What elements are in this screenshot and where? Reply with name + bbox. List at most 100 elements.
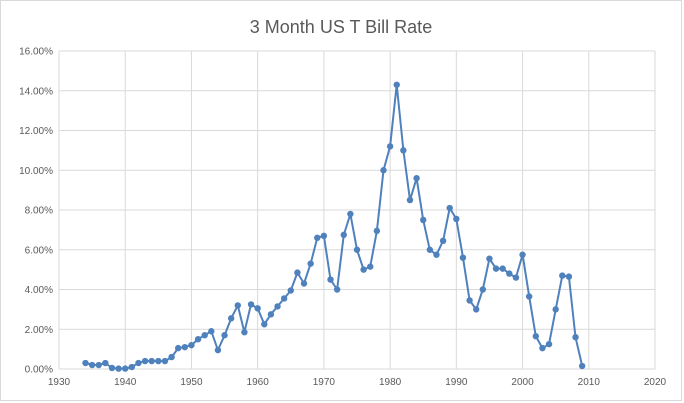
data-point — [420, 216, 427, 224]
grid-layer — [58, 50, 656, 370]
data-point — [578, 362, 586, 370]
data-point — [208, 328, 215, 335]
data-point — [102, 359, 109, 367]
data-point — [400, 147, 407, 154]
data-point — [539, 344, 546, 352]
data-point — [347, 210, 354, 218]
y-tick-label: 2.00% — [25, 325, 53, 336]
data-point — [413, 175, 420, 182]
data-point — [261, 321, 268, 328]
data-point — [552, 306, 559, 313]
data-point — [300, 280, 308, 287]
data-point — [532, 333, 539, 340]
data-point — [128, 363, 136, 371]
data-point — [340, 231, 347, 239]
y-tick-label: 0.00% — [25, 365, 53, 376]
data-point — [88, 361, 96, 369]
data-point — [439, 237, 447, 245]
data-point — [294, 269, 301, 276]
series-layer — [82, 81, 586, 372]
data-point — [433, 251, 440, 258]
data-point — [572, 334, 579, 341]
data-point — [214, 346, 222, 354]
y-tick-label: 4.00% — [25, 285, 53, 296]
x-tick-label: 1960 — [247, 377, 270, 388]
data-point — [519, 251, 526, 258]
data-point — [221, 332, 228, 339]
y-tick-label: 12.00% — [19, 126, 53, 137]
data-point — [155, 357, 162, 365]
data-point — [459, 254, 467, 261]
data-point — [327, 276, 334, 283]
data-point — [406, 196, 414, 204]
data-point — [506, 270, 513, 277]
data-point — [453, 215, 460, 223]
data-point — [314, 234, 321, 242]
y-tick-label: 14.00% — [19, 86, 53, 97]
x-tick-label: 1940 — [114, 377, 137, 388]
data-point — [386, 143, 394, 150]
data-point — [426, 246, 434, 253]
data-point — [320, 232, 328, 240]
data-point — [353, 246, 361, 253]
data-point — [227, 315, 235, 322]
data-point — [473, 306, 480, 313]
y-tick-label: 10.00% — [19, 166, 53, 177]
data-point — [115, 365, 122, 372]
data-point — [287, 287, 294, 294]
data-point — [492, 265, 500, 272]
x-tick-label: 1970 — [313, 377, 336, 388]
y-tick-label: 6.00% — [25, 245, 53, 256]
data-point — [512, 274, 520, 281]
x-tick-label: 1990 — [445, 377, 468, 388]
data-point — [95, 361, 102, 369]
data-point — [565, 273, 573, 280]
data-point — [122, 365, 129, 372]
x-tick-label: 1950 — [180, 377, 203, 388]
series-line — [85, 83, 584, 370]
data-point — [525, 293, 533, 300]
x-tick-label: 2000 — [511, 377, 534, 388]
data-point — [360, 266, 367, 273]
data-point — [188, 341, 195, 349]
data-point — [254, 305, 261, 312]
data-point — [545, 340, 553, 348]
data-point — [280, 295, 288, 302]
data-point — [380, 167, 387, 174]
data-point — [234, 302, 241, 309]
x-tick-label: 2010 — [578, 377, 601, 388]
data-point — [373, 227, 381, 235]
data-point — [82, 359, 89, 367]
data-point — [181, 343, 189, 351]
data-point — [559, 272, 566, 279]
x-tick-label: 2020 — [644, 377, 667, 388]
data-point — [393, 81, 400, 88]
data-point — [135, 359, 142, 367]
data-point — [466, 297, 473, 304]
data-point — [486, 255, 493, 262]
data-point — [108, 364, 116, 372]
data-point — [175, 344, 182, 352]
data-point — [367, 263, 374, 270]
data-point — [267, 311, 275, 318]
data-point — [201, 332, 208, 339]
x-tick-label: 1930 — [48, 377, 71, 388]
data-point — [274, 303, 281, 310]
chart-title: 3 Month US T Bill Rate — [250, 17, 432, 37]
data-point — [479, 286, 487, 293]
data-point — [168, 353, 175, 361]
axis-labels: 0.00% 2.00% 4.00% 6.00% 8.00% 10.00% 12.00% 14.… — [19, 47, 666, 389]
x-tick-label: 1980 — [379, 377, 402, 388]
data-point — [148, 357, 155, 365]
data-point — [499, 265, 506, 272]
data-point — [446, 204, 453, 212]
data-point — [194, 335, 202, 343]
data-point — [307, 260, 314, 267]
y-tick-label: 16.00% — [19, 47, 53, 58]
data-point — [141, 357, 149, 365]
data-point — [247, 301, 255, 308]
data-point — [241, 329, 248, 336]
y-tick-label: 8.00% — [25, 206, 53, 217]
